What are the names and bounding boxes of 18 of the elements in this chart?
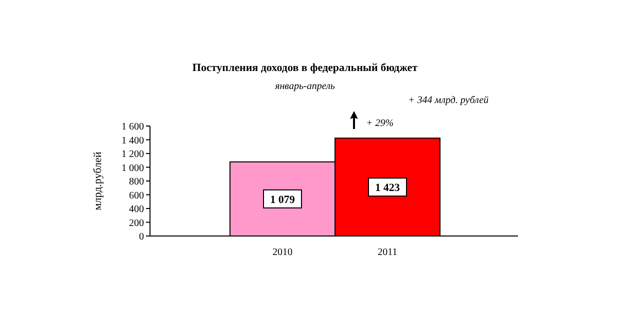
y-tick-label: 1 400 bbox=[122, 135, 144, 146]
data-label: 1 079 bbox=[270, 194, 296, 206]
y-tick-label: 800 bbox=[129, 176, 144, 188]
y-tick-label: 600 bbox=[129, 190, 144, 202]
y-tick-label: 1 600 bbox=[122, 122, 144, 133]
y-tick-label: 1 000 bbox=[122, 162, 144, 174]
y-tick-label: 0 bbox=[139, 232, 144, 243]
y-tick-label: 400 bbox=[129, 204, 144, 216]
chart-subtitle: январь-апрель bbox=[274, 81, 336, 92]
y-axis-title: млрд.рублей bbox=[92, 152, 104, 210]
data-label: 1 423 bbox=[375, 182, 400, 194]
text: + 344 млрд. рублей bbox=[408, 95, 489, 106]
y-tick-label: 200 bbox=[129, 218, 144, 229]
y-tick-label: 1 200 bbox=[122, 149, 144, 160]
x-tick-label: 2011 bbox=[378, 247, 398, 258]
annotation: + 29% bbox=[366, 118, 394, 129]
x-tick-label: 2010 bbox=[272, 247, 292, 258]
chart-title: Поступления доходов в федеральный бюджет bbox=[191, 62, 419, 74]
